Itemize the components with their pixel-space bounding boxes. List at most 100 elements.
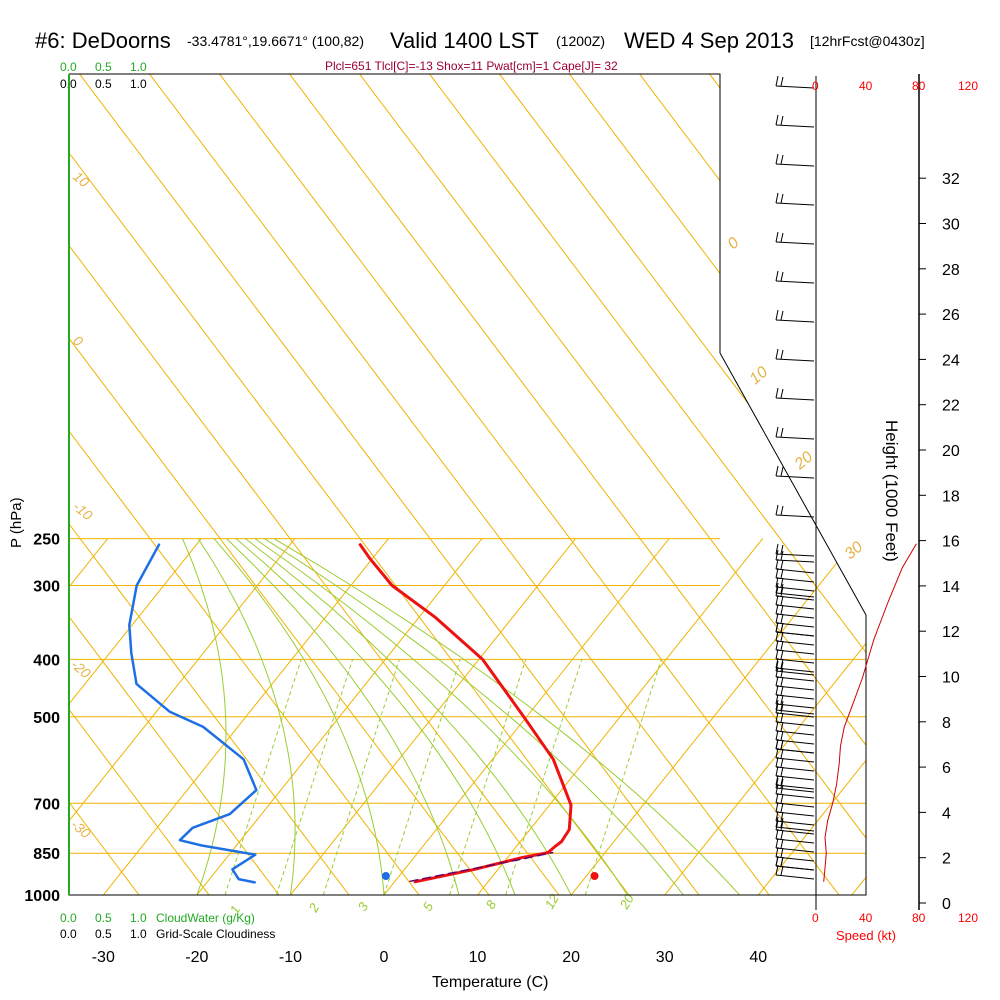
isotherm-line	[570, 538, 857, 895]
moist-adiabat-line	[213, 538, 385, 895]
wind-barb	[775, 657, 815, 673]
barb-flag	[780, 802, 784, 813]
height-tick-label: 32	[942, 171, 960, 188]
wind-barb	[775, 765, 815, 781]
wind-barb	[775, 153, 815, 167]
cloudiness-tick-top: 0.5	[95, 77, 112, 91]
barb-flag	[775, 549, 779, 561]
cloudwater-tick-top: 0.5	[95, 60, 112, 74]
barb-flag	[775, 504, 779, 516]
barb-flag	[775, 576, 779, 588]
barb-staff	[775, 730, 815, 736]
barb-staff	[775, 874, 815, 880]
barb-staff	[775, 622, 815, 628]
mixing-ratio-label: 5	[420, 899, 437, 913]
barb-staff	[775, 280, 815, 284]
temperature-axis-label: Temperature (C)	[432, 974, 548, 991]
barb-flag	[775, 657, 779, 669]
barb-flag	[780, 583, 784, 594]
barb-flag	[780, 193, 784, 204]
wind-speed-panel	[823, 543, 917, 882]
moist-adiabat-line	[264, 538, 684, 895]
barb-flag	[775, 792, 779, 804]
barb-flag	[775, 543, 779, 555]
wind-barb	[775, 621, 815, 637]
barb-flag	[780, 811, 784, 822]
height-tick-label: 10	[942, 670, 960, 687]
station-title: #6: DeDoorns	[35, 28, 171, 53]
cloudwater-tick: 0.0	[60, 911, 77, 925]
barb-staff	[775, 703, 815, 709]
wind-barb	[775, 828, 815, 844]
cloudiness-tick: 0.0	[60, 927, 77, 941]
barb-flag	[775, 828, 779, 840]
wind-barb	[775, 309, 815, 323]
barb-flag	[775, 558, 779, 570]
barb-flag	[780, 676, 784, 687]
barb-flag	[775, 666, 779, 678]
isotherm-line	[290, 538, 576, 895]
barb-flag	[780, 712, 784, 723]
barb-flag	[775, 75, 779, 87]
height-tick-label: 12	[942, 624, 960, 641]
barb-staff	[775, 85, 815, 89]
barb-flag	[775, 855, 779, 867]
barb-staff	[775, 802, 815, 808]
barb-flag	[775, 582, 779, 594]
barb-staff	[775, 784, 815, 790]
barb-flag	[780, 544, 784, 555]
barb-staff	[775, 826, 815, 832]
wind-speed-line	[823, 543, 917, 882]
cloudiness-label: Grid-Scale Cloudiness	[156, 927, 275, 941]
height-tick-label: 0	[942, 896, 951, 913]
zulu-time: (1200Z)	[556, 33, 605, 49]
height-tick-label: 22	[942, 398, 960, 415]
barb-flag	[780, 427, 784, 438]
dry-adiabat-line	[69, 74, 630, 895]
wind-barb	[775, 816, 815, 832]
station-coords: -33.4781°,19.6671° (100,82)	[187, 33, 364, 49]
mixing-ratio-label: 3	[355, 899, 372, 913]
pressure-tick-label: 300	[33, 578, 60, 595]
pressure-ticks: 250 300 400 500 700 850 1000	[24, 532, 60, 905]
isotherm-line	[69, 538, 296, 895]
wind-barb	[775, 711, 815, 727]
series-parcel-line	[409, 851, 554, 883]
mixing-ratio-label: 20	[616, 891, 637, 913]
barb-flag	[780, 775, 784, 786]
barb-flag	[780, 154, 784, 165]
isotherm-line	[0, 539, 14, 895]
wind-barb	[775, 720, 815, 736]
barb-flag	[775, 765, 779, 777]
series-dewpoint-line	[128, 543, 258, 884]
speed-tick-top: 80	[912, 79, 926, 93]
barb-flag	[775, 702, 779, 714]
barb-flag	[780, 310, 784, 321]
barb-flag	[780, 649, 784, 660]
barb-flag	[775, 630, 779, 642]
moist-adiabat-line	[235, 538, 516, 895]
moist-adiabat-line	[273, 538, 740, 895]
temperature-tick-label: -30	[92, 949, 115, 966]
barb-flag	[780, 700, 784, 711]
barb-flag	[775, 603, 779, 615]
barb-flag	[780, 856, 784, 867]
wind-barb	[775, 819, 815, 835]
barb-staff	[775, 241, 815, 245]
height-tick-label: 26	[942, 307, 960, 324]
height-tick-label: 2	[942, 851, 951, 868]
barb-flag	[775, 777, 779, 789]
barb-flag	[780, 847, 784, 858]
height-axis-label: Height (1000 Feet)	[882, 420, 901, 562]
temperature-tick-label: 20	[562, 949, 580, 966]
dry-adiabat-line	[69, 74, 280, 895]
barb-staff	[775, 592, 815, 598]
barb-staff	[775, 202, 815, 206]
height-tick-label: 20	[942, 443, 960, 460]
wind-barb	[775, 612, 815, 628]
barb-staff	[775, 163, 815, 167]
barb-flag	[775, 612, 779, 624]
mixing-ratio-line	[584, 659, 662, 895]
isotherm-label: -30	[68, 816, 94, 841]
